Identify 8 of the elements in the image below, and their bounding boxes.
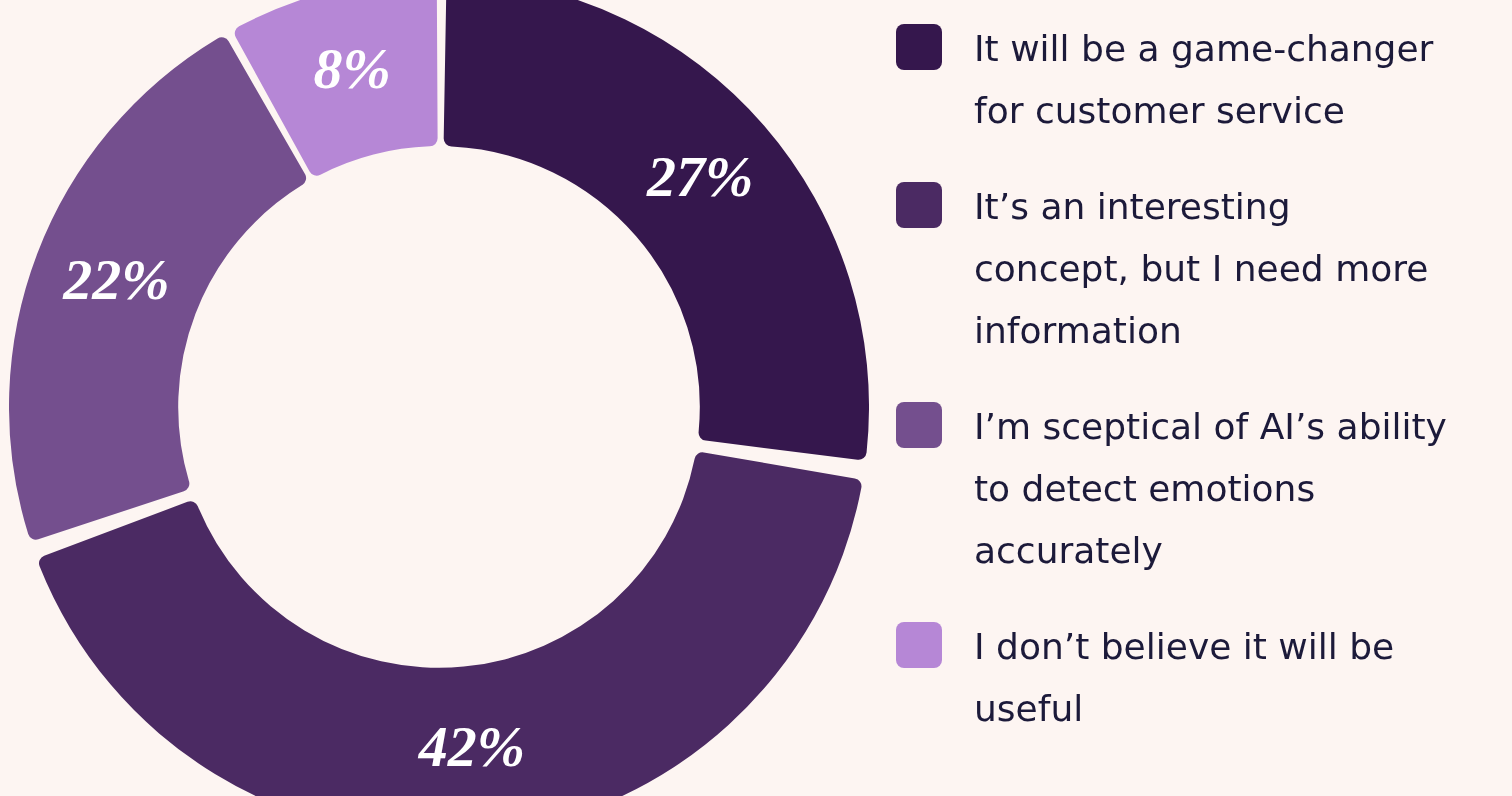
- legend-label: It’s an interesting concept, but I need more information: [974, 185, 1430, 353]
- data-label: 22%: [62, 246, 170, 312]
- data-label: 8%: [313, 35, 391, 101]
- legend-label: It will be a game-changer for customer service: [974, 27, 1435, 133]
- data-label: 42%: [417, 713, 525, 779]
- legend-label: I don’t believe it will be useful: [974, 625, 1396, 731]
- legend-label: I’m sceptical of AI’s ability to detect emotions accurately: [974, 405, 1448, 573]
- data-label: 27%: [645, 143, 754, 209]
